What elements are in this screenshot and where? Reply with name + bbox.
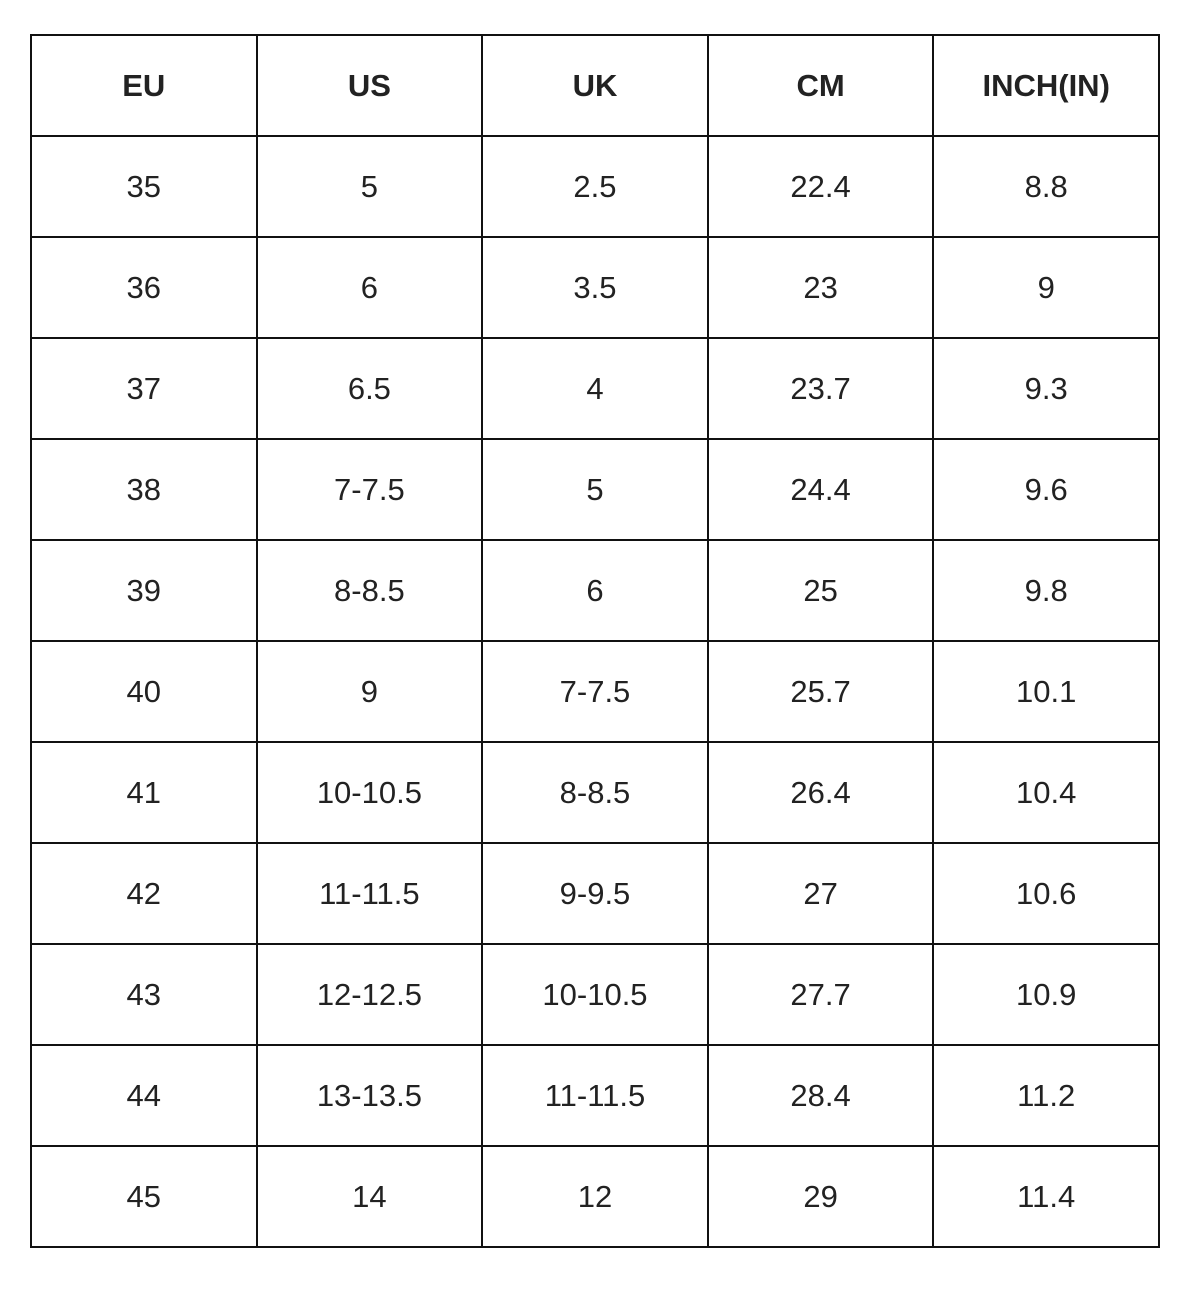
table-cell: 13-13.5 <box>255 1044 484 1147</box>
table-cell: 11-11.5 <box>255 842 484 945</box>
table-cell: 7-7.5 <box>481 640 709 743</box>
table-cell: 36 <box>30 236 258 339</box>
table-cell: 9.6 <box>932 438 1160 541</box>
table-cell: 9 <box>255 640 484 743</box>
table-cell: 9.8 <box>932 539 1160 642</box>
table-cell: 11.2 <box>932 1044 1160 1147</box>
table-cell: 10-10.5 <box>255 741 484 844</box>
table-cell: 6.5 <box>255 337 484 440</box>
table-cell: 23 <box>706 236 935 339</box>
table-cell: 10-10.5 <box>481 943 709 1046</box>
column-header: INCH(IN) <box>932 34 1160 137</box>
table-cell: 27 <box>706 842 935 945</box>
table-cell: 24.4 <box>706 438 935 541</box>
table-row: 39 8-8.5 6 25 9.8 <box>30 539 1160 642</box>
table-cell: 37 <box>30 337 258 440</box>
table-cell: 26.4 <box>706 741 935 844</box>
table-row: 40 9 7-7.5 25.7 10.1 <box>30 640 1160 743</box>
column-header: EU <box>30 34 258 137</box>
table-cell: 8.8 <box>932 135 1160 238</box>
table-cell: 6 <box>255 236 484 339</box>
table-cell: 4 <box>481 337 709 440</box>
table-cell: 3.5 <box>481 236 709 339</box>
column-header: CM <box>706 34 935 137</box>
table-cell: 42 <box>30 842 258 945</box>
column-header: UK <box>481 34 709 137</box>
table-row: 36 6 3.5 23 9 <box>30 236 1160 339</box>
table-cell: 35 <box>30 135 258 238</box>
table-cell: 10.9 <box>932 943 1160 1046</box>
table-cell: 23.7 <box>706 337 935 440</box>
table-cell: 5 <box>481 438 709 541</box>
table-cell: 9.3 <box>932 337 1160 440</box>
table-row: 42 11-11.5 9-9.5 27 10.6 <box>30 842 1160 945</box>
table-cell: 39 <box>30 539 258 642</box>
table-cell: 28.4 <box>706 1044 935 1147</box>
table-cell: 7-7.5 <box>255 438 484 541</box>
table-cell: 44 <box>30 1044 258 1147</box>
table-row: 45 14 12 29 11.4 <box>30 1145 1160 1248</box>
table-cell: 11.4 <box>932 1145 1160 1248</box>
table-cell: 12 <box>481 1145 709 1248</box>
table-row: 35 5 2.5 22.4 8.8 <box>30 135 1160 238</box>
table-cell: 14 <box>255 1145 484 1248</box>
size-chart-table: EU US UK CM INCH(IN) 35 5 2.5 22.4 8.8 36 6 3.5 23 9 3… <box>30 34 1160 1248</box>
table-cell: 25.7 <box>706 640 935 743</box>
table-cell: 40 <box>30 640 258 743</box>
header-row: EU US UK CM INCH(IN) <box>30 34 1160 137</box>
table-cell: 10.1 <box>932 640 1160 743</box>
table-cell: 6 <box>481 539 709 642</box>
table-cell: 22.4 <box>706 135 935 238</box>
table-cell: 27.7 <box>706 943 935 1046</box>
table-row: 38 7-7.5 5 24.4 9.6 <box>30 438 1160 541</box>
table-cell: 2.5 <box>481 135 709 238</box>
table-cell: 38 <box>30 438 258 541</box>
table-cell: 11-11.5 <box>481 1044 709 1147</box>
table-row: 41 10-10.5 8-8.5 26.4 10.4 <box>30 741 1160 844</box>
table-cell: 9-9.5 <box>481 842 709 945</box>
table-cell: 12-12.5 <box>255 943 484 1046</box>
table-cell: 41 <box>30 741 258 844</box>
table-cell: 25 <box>706 539 935 642</box>
table-row: 37 6.5 4 23.7 9.3 <box>30 337 1160 440</box>
table-cell: 9 <box>932 236 1160 339</box>
table-cell: 8-8.5 <box>255 539 484 642</box>
table-cell: 45 <box>30 1145 258 1248</box>
table-cell: 43 <box>30 943 258 1046</box>
table-cell: 8-8.5 <box>481 741 709 844</box>
column-header: US <box>255 34 484 137</box>
table-cell: 10.6 <box>932 842 1160 945</box>
table-cell: 10.4 <box>932 741 1160 844</box>
table-row: 43 12-12.5 10-10.5 27.7 10.9 <box>30 943 1160 1046</box>
table-row: 44 13-13.5 11-11.5 28.4 11.2 <box>30 1044 1160 1147</box>
table-cell: 5 <box>255 135 484 238</box>
table-cell: 29 <box>706 1145 935 1248</box>
